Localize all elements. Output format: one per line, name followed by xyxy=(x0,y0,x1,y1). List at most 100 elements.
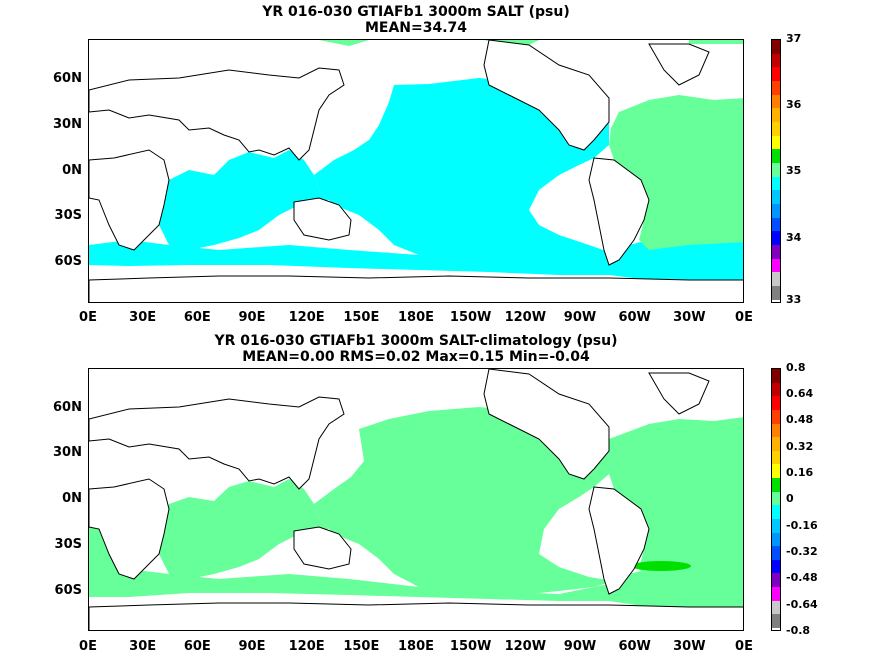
panel1-lat-label: 60S xyxy=(54,254,82,269)
greenland-land xyxy=(648,43,710,86)
colorbar-swatch xyxy=(772,40,780,54)
panel2-lon-label: 120W xyxy=(504,639,547,654)
panel2-lon-label: 90E xyxy=(238,639,266,654)
south-america-land xyxy=(588,486,650,595)
panel2-lon-label: 60W xyxy=(618,639,651,654)
panel1-colorbar-label: 36 xyxy=(786,98,802,111)
colorbar-swatch xyxy=(772,149,780,164)
colorbar-swatch xyxy=(772,163,780,177)
panel2-colorbar xyxy=(771,368,781,631)
panel2-lon-label: 120E xyxy=(288,639,325,654)
panel2-colorbar-label: -0.64 xyxy=(786,598,818,611)
south-america-land xyxy=(588,157,650,266)
panel2-lat-label: 30N xyxy=(53,445,82,460)
panel1-lon-label: 60E xyxy=(183,310,211,325)
panel2-lon-label: 180E xyxy=(397,639,435,654)
colorbar-swatch xyxy=(772,518,780,533)
panel1-lat-label: 30S xyxy=(54,208,82,223)
panel2-lon-label: 30W xyxy=(673,639,706,654)
colorbar-swatch xyxy=(772,464,780,478)
colorbar-swatch xyxy=(772,122,780,136)
colorbar-swatch xyxy=(772,532,780,547)
panel2-lat-label: 60S xyxy=(54,583,82,598)
colorbar-swatch xyxy=(772,478,780,492)
panel2-lon-label: 30E xyxy=(129,639,157,654)
africa-land xyxy=(89,478,170,580)
panel1-lat-label: 30N xyxy=(53,117,82,132)
panel2-colorbar-label: -0.32 xyxy=(786,545,818,558)
panel1-map xyxy=(88,39,744,303)
colorbar-swatch xyxy=(772,231,780,246)
north-america-land xyxy=(483,369,610,480)
colorbar-swatch xyxy=(772,382,780,397)
australia-land xyxy=(293,526,352,570)
panel2-stats: MEAN=0.00 RMS=0.02 Max=0.15 Min=-0.04 xyxy=(242,349,590,365)
positive-anomaly-patch xyxy=(631,561,691,571)
colorbar-swatch xyxy=(772,505,780,519)
africa-land xyxy=(89,149,170,251)
pacific-salinity-field xyxy=(314,78,609,264)
panel2-colorbar-label: -0.16 xyxy=(786,519,818,532)
colorbar-swatch xyxy=(772,286,780,300)
colorbar-swatch xyxy=(772,135,780,150)
panel2-colorbar-label: 0.48 xyxy=(786,413,814,426)
panel1-colorbar xyxy=(771,39,781,303)
arctic-strip-field xyxy=(319,40,743,50)
continents xyxy=(89,369,743,630)
colorbar-swatch xyxy=(772,272,780,287)
colorbar-swatch xyxy=(772,587,780,601)
colorbar-swatch xyxy=(772,546,780,560)
panel2-lat-label: 30S xyxy=(54,537,82,552)
panel1-lat-label: 60N xyxy=(53,71,82,86)
colorbar-swatch xyxy=(772,491,780,506)
indian-salinity-field xyxy=(159,150,329,250)
panel2-lon-label: 150W xyxy=(449,639,492,654)
southern-anomaly-field xyxy=(89,499,743,607)
colorbar-swatch xyxy=(772,94,780,109)
colorbar-swatch xyxy=(772,176,780,191)
panel2-lon-label: 0E xyxy=(735,639,753,654)
panel2-colorbar-label: 0 xyxy=(786,492,794,505)
north-america-land xyxy=(483,40,610,151)
colorbar-swatch xyxy=(772,559,780,574)
panel2-lat-label: 0N xyxy=(62,491,82,506)
panel2-lon-label: 150E xyxy=(343,639,380,654)
panel2-colorbar-label: -0.48 xyxy=(786,571,818,584)
colorbar-swatch xyxy=(772,53,780,68)
colorbar-swatch xyxy=(772,190,780,205)
eurasia-land xyxy=(89,67,345,161)
colorbar-swatch xyxy=(772,108,780,123)
colorbar-swatch xyxy=(772,369,780,383)
panel1-lon-label: 120W xyxy=(504,310,547,325)
panel1-lon-label: 180E xyxy=(397,310,435,325)
colorbar-swatch xyxy=(772,258,780,273)
atlantic-salinity-field xyxy=(609,95,743,250)
atlantic-anomaly-field xyxy=(609,417,743,579)
panel1-colorbar-label: 37 xyxy=(786,32,802,45)
colorbar-swatch xyxy=(772,396,780,410)
panel2-colorbar-label: -0.8 xyxy=(786,624,811,637)
panel1-map-svg xyxy=(89,40,743,302)
panel1-lon-label: 90E xyxy=(238,310,266,325)
panel2-title: YR 016-030 GTIAFb1 3000m SALT-climatolog… xyxy=(214,333,618,349)
panel2-colorbar-label: 0.64 xyxy=(786,387,814,400)
panel1-lon-label: 30W xyxy=(673,310,706,325)
panel1-lon-label: 30E xyxy=(129,310,157,325)
panel1-lon-label: 120E xyxy=(288,310,325,325)
continents xyxy=(89,40,743,302)
colorbar-swatch xyxy=(772,614,780,628)
panel2-colorbar-label: 0.16 xyxy=(786,466,814,479)
panel2-colorbar-label: 0.8 xyxy=(786,361,806,374)
panel2-lat-label: 60N xyxy=(53,400,82,415)
panel1-colorbar-label: 35 xyxy=(786,164,802,177)
panel2-colorbar-label: 0.32 xyxy=(786,440,814,453)
pacific-anomaly-field xyxy=(314,407,614,595)
panel1-lat-label: 0N xyxy=(62,163,82,178)
panel1-lon-label: 60W xyxy=(618,310,651,325)
colorbar-swatch xyxy=(772,600,780,615)
panel1-colorbar-label: 33 xyxy=(786,293,802,306)
colorbar-swatch xyxy=(772,245,780,259)
panel1-lon-label: 150W xyxy=(449,310,492,325)
colorbar-swatch xyxy=(772,204,780,218)
southern-salinity-field xyxy=(89,240,743,280)
